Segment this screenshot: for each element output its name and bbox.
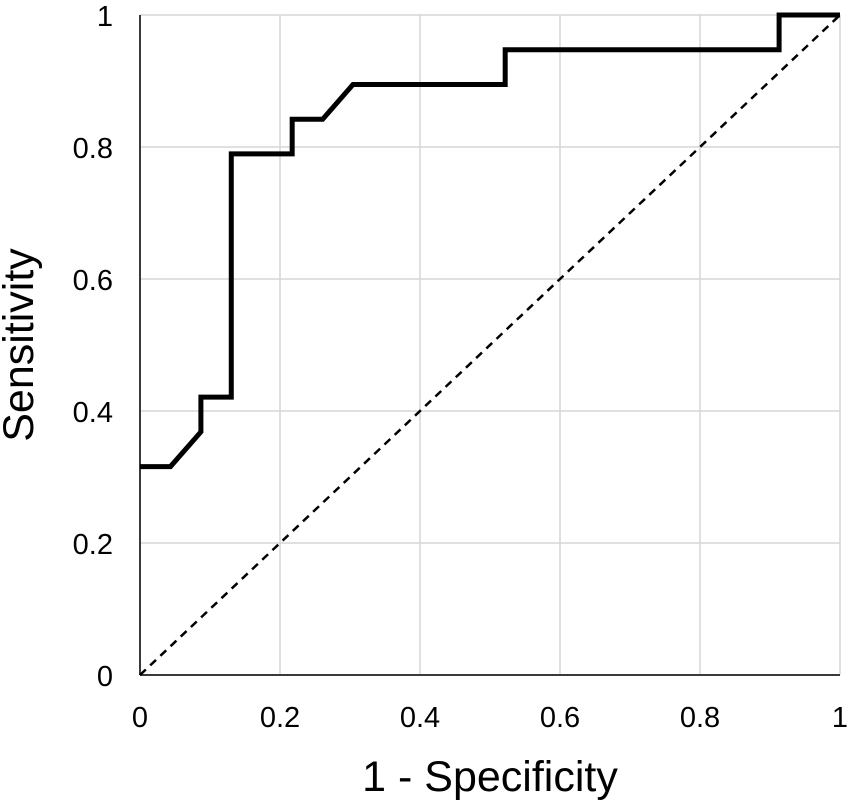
x-axis-title: 1 - Specificity [362,753,618,801]
x-tick-label: 0.6 [540,702,580,734]
y-tick-label: 0.4 [73,397,113,429]
series-roc-curve [140,12,840,470]
y-axis-title: Sensitivity [0,248,43,442]
series-lines [139,12,841,676]
x-tick-labels: 0 0.2 0.4 0.6 0.8 1 [132,702,848,734]
y-tick-label: 1 [97,1,113,33]
x-tick-label: 1 [832,702,848,734]
x-tick-label: 0.8 [680,702,720,734]
x-tick-label: 0.2 [260,702,300,734]
series-chance-diagonal [139,14,841,676]
y-tick-label: 0.6 [73,265,113,297]
y-tick-labels: 0 0.2 0.4 0.6 0.8 1 [73,1,113,693]
x-tick-label: 0.4 [400,702,440,734]
y-tick-label: 0.2 [73,529,113,561]
x-tick-label: 0 [132,702,148,734]
y-tick-label: 0.8 [73,133,113,165]
y-tick-label: 0 [97,661,113,693]
gridlines [140,14,841,675]
